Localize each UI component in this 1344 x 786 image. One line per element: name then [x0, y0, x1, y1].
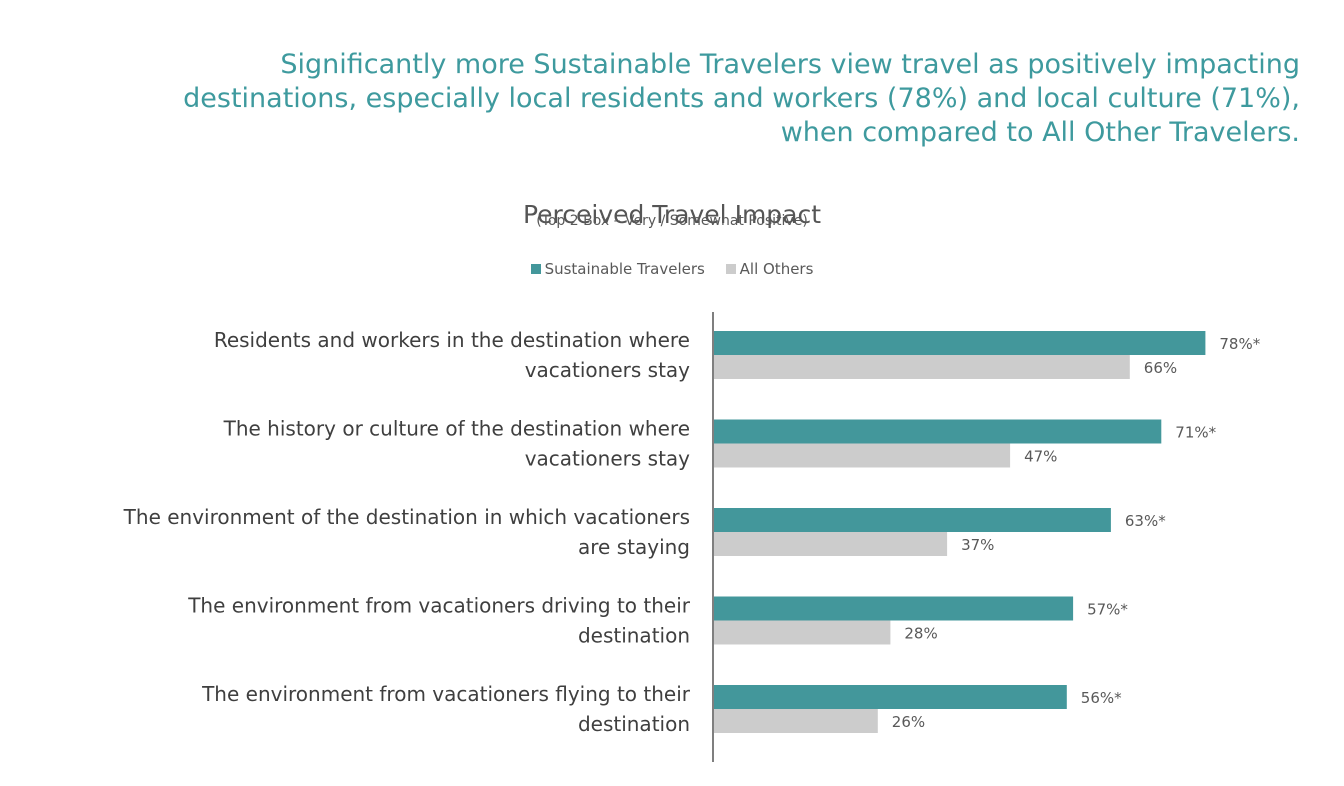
category-label: vacationers stay: [525, 358, 690, 382]
category-label: are staying: [578, 535, 690, 559]
bar-all-others: [714, 443, 1011, 468]
headline-line-2: destinations, especially local residents…: [183, 83, 1300, 114]
data-label-sustainable-travelers: 78%*: [1219, 335, 1260, 353]
legend-label-sustainable: Sustainable Travelers: [544, 260, 705, 278]
bar-sustainable-travelers: [714, 685, 1067, 709]
chart-subtitle: (Top 2 Box – Very / Somewhat Positive): [536, 213, 808, 229]
bar-sustainable-travelers: [714, 508, 1111, 532]
headline: Significantly more Sustainable Travelers…: [50, 48, 1300, 150]
bar-sustainable-travelers: [714, 419, 1162, 444]
category-label: destination: [578, 712, 690, 736]
bar-sustainable-travelers: [714, 596, 1074, 621]
chart-legend: Sustainable Travelers All Others: [0, 260, 1344, 278]
category-label: The environment from vacationers driving…: [187, 594, 691, 618]
data-label-sustainable-travelers: 63%*: [1125, 512, 1166, 530]
data-label-sustainable-travelers: 56%*: [1081, 689, 1122, 707]
data-label-all-others: 26%: [892, 713, 925, 731]
bar-all-others: [714, 620, 891, 645]
bar-sustainable-travelers: [714, 331, 1206, 355]
data-label-all-others: 66%: [1144, 359, 1177, 377]
data-label-sustainable-travelers: 57%*: [1087, 601, 1128, 619]
data-label-all-others: 37%: [961, 536, 994, 554]
category-label: Residents and workers in the destination…: [214, 328, 690, 352]
legend-swatch-all-others: [725, 264, 736, 274]
category-label: The history or culture of the destinatio…: [223, 417, 690, 441]
legend-label-all-others: All Others: [739, 260, 814, 278]
bar-all-others: [714, 355, 1130, 379]
data-label-all-others: 28%: [904, 625, 937, 643]
headline-line-3: when compared to All Other Travelers.: [780, 117, 1300, 148]
category-label: destination: [578, 624, 690, 648]
legend-swatch-sustainable: [530, 264, 541, 274]
bar-all-others: [714, 532, 948, 556]
data-label-all-others: 47%: [1024, 448, 1057, 466]
category-label: The environment of the destination in wh…: [123, 505, 690, 529]
data-label-sustainable-travelers: 71%*: [1175, 424, 1216, 442]
chart-title: Perceived Travel Impact: [522, 200, 822, 229]
bar-all-others: [714, 709, 878, 733]
legend-item-sustainable: Sustainable Travelers: [530, 260, 705, 278]
headline-line-1: Significantly more Sustainable Travelers…: [280, 49, 1300, 80]
category-label: vacationers stay: [525, 447, 690, 471]
category-label: The environment from vacationers flying …: [201, 682, 691, 706]
legend-item-all-others: All Others: [725, 260, 814, 278]
